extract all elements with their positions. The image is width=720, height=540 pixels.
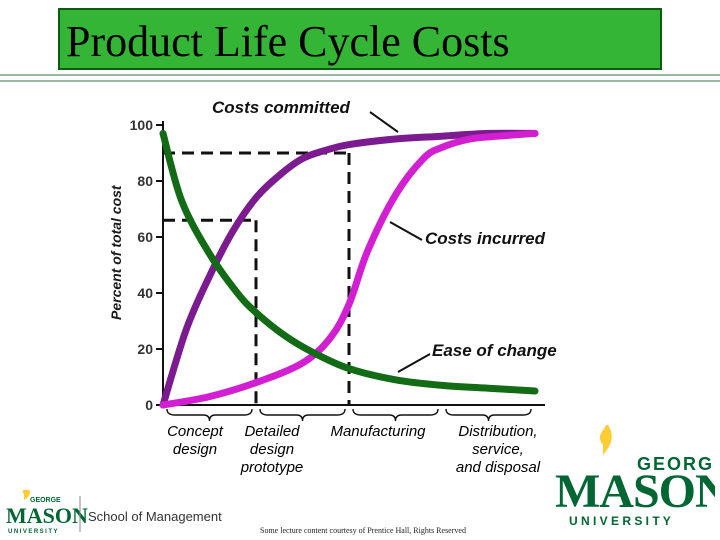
title-underline-1 xyxy=(0,74,720,76)
phase-label-line: design xyxy=(249,441,295,458)
title-box: Product Life Cycle Costs xyxy=(58,8,662,70)
series-label-costs-incurred: Costs incurred xyxy=(425,229,546,248)
series-line-costs-incurred xyxy=(159,129,539,409)
gmu-logo-large: GEORGE MASON U N I V E R S I T Y xyxy=(555,425,715,528)
logo-george: GEORGE xyxy=(637,454,715,474)
series-label-costs-committed: Costs committed xyxy=(212,98,351,117)
axes xyxy=(162,121,545,406)
phase-brace-1 xyxy=(259,408,346,422)
phase-brace-3 xyxy=(445,408,532,422)
y-tick-label: 80 xyxy=(137,173,153,189)
small-logo-flame xyxy=(22,490,30,500)
series-label-ease-of-change: Ease of change xyxy=(432,341,557,360)
phase-brace-0 xyxy=(166,408,253,422)
callout-leader-1 xyxy=(389,221,423,241)
phase-brace-2 xyxy=(352,408,439,422)
phase-label-line: prototype xyxy=(240,459,304,476)
series-line-costs-committed xyxy=(159,129,539,409)
phase-label-2: Manufacturing xyxy=(318,423,438,441)
y-ticks: 100 80 60 40 20 0 xyxy=(130,117,163,413)
y-tick-label: 60 xyxy=(137,229,153,245)
reference-lines xyxy=(163,151,351,405)
y-tick-label: 100 xyxy=(130,117,154,133)
phase-label-0: Concept design xyxy=(135,423,255,459)
y-tick-label: 0 xyxy=(145,397,153,413)
phase-label-line: Distribution, xyxy=(458,423,538,440)
school-name: School of Management xyxy=(88,509,222,524)
phase-label-line: service, xyxy=(472,441,524,458)
title-underline-2 xyxy=(0,80,720,82)
phase-braces xyxy=(166,408,532,422)
callout-leader-2 xyxy=(397,353,431,373)
small-logo-mason: MASON xyxy=(6,503,88,528)
gmu-logo-small: GEORGE MASON UNIVERSITY School of Manage… xyxy=(6,490,222,535)
phase-label-1: Detailed design prototype xyxy=(212,423,332,477)
slide-title: Product Life Cycle Costs xyxy=(66,17,510,66)
logo-mason: MASON xyxy=(555,465,715,518)
callout-leader-0 xyxy=(369,111,399,133)
logo-university: U N I V E R S I T Y xyxy=(569,514,671,528)
series-lines xyxy=(159,129,539,409)
logo-flame xyxy=(599,425,612,455)
phase-label-line: design xyxy=(172,441,218,458)
phase-label-line: Manufacturing xyxy=(330,423,426,440)
y-axis-label: Percent of total cost xyxy=(108,185,124,320)
small-logo-university: UNIVERSITY xyxy=(8,529,59,535)
footer-note: Some lecture content courtesy of Prentic… xyxy=(260,526,466,535)
phase-label-line: and disposal xyxy=(455,459,541,476)
series-line-ease-of-change xyxy=(159,129,539,395)
small-logo-george: GEORGE xyxy=(30,497,61,504)
phase-label-3: Distribution, service, and disposal xyxy=(438,423,558,477)
y-tick-label: 20 xyxy=(137,341,153,357)
phase-label-line: Concept xyxy=(167,423,223,440)
y-tick-label: 40 xyxy=(137,285,153,301)
series-callouts: Costs committed Costs incurred Ease of cha… xyxy=(212,98,557,373)
phase-label-line: Detailed xyxy=(244,423,300,440)
